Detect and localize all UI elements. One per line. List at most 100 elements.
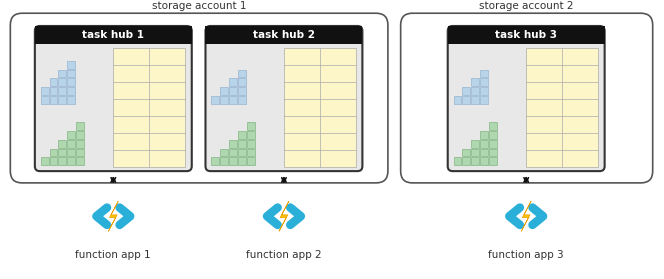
- Text: function app 3: function app 3: [488, 250, 564, 259]
- Bar: [238, 70, 246, 78]
- Bar: [229, 87, 237, 95]
- Bar: [526, 47, 598, 167]
- Bar: [238, 96, 246, 104]
- Bar: [35, 26, 192, 44]
- Bar: [229, 148, 237, 157]
- Bar: [471, 96, 479, 104]
- Bar: [229, 96, 237, 104]
- Bar: [238, 148, 246, 157]
- Bar: [41, 96, 48, 104]
- FancyBboxPatch shape: [35, 26, 192, 171]
- Bar: [76, 122, 84, 130]
- Bar: [58, 157, 66, 165]
- Bar: [471, 140, 479, 148]
- Bar: [58, 140, 66, 148]
- Bar: [238, 131, 246, 139]
- Bar: [220, 96, 228, 104]
- Bar: [58, 148, 66, 157]
- Bar: [247, 122, 254, 130]
- Bar: [462, 87, 470, 95]
- Bar: [67, 87, 75, 95]
- Bar: [247, 140, 254, 148]
- Bar: [114, 47, 185, 167]
- Bar: [67, 140, 75, 148]
- Bar: [41, 157, 48, 165]
- Bar: [76, 140, 84, 148]
- FancyBboxPatch shape: [205, 26, 363, 171]
- Bar: [480, 131, 488, 139]
- Bar: [76, 157, 84, 165]
- Bar: [67, 70, 75, 78]
- Bar: [58, 78, 66, 86]
- Bar: [41, 87, 48, 95]
- Polygon shape: [521, 201, 531, 231]
- Bar: [247, 131, 254, 139]
- Bar: [238, 140, 246, 148]
- Bar: [205, 26, 363, 44]
- Bar: [471, 78, 479, 86]
- Bar: [58, 87, 66, 95]
- Bar: [454, 96, 461, 104]
- Bar: [462, 157, 470, 165]
- Bar: [247, 148, 254, 157]
- Bar: [480, 78, 488, 86]
- Text: task hub 2: task hub 2: [253, 30, 315, 40]
- Bar: [238, 157, 246, 165]
- Bar: [489, 148, 497, 157]
- Bar: [220, 87, 228, 95]
- Bar: [471, 148, 479, 157]
- Bar: [67, 61, 75, 69]
- Bar: [480, 140, 488, 148]
- Text: task hub 3: task hub 3: [495, 30, 557, 40]
- FancyBboxPatch shape: [400, 13, 653, 183]
- Bar: [211, 96, 219, 104]
- Bar: [220, 148, 228, 157]
- Bar: [448, 26, 605, 44]
- Text: storage account 1: storage account 1: [152, 1, 246, 11]
- Bar: [229, 140, 237, 148]
- Bar: [489, 140, 497, 148]
- Text: function app 2: function app 2: [246, 250, 322, 259]
- Bar: [76, 131, 84, 139]
- Bar: [67, 96, 75, 104]
- Bar: [67, 148, 75, 157]
- Bar: [58, 70, 66, 78]
- Bar: [50, 78, 57, 86]
- Bar: [480, 96, 488, 104]
- Bar: [238, 87, 246, 95]
- Bar: [67, 157, 75, 165]
- Bar: [229, 157, 237, 165]
- Text: storage account 2: storage account 2: [479, 1, 574, 11]
- Bar: [471, 157, 479, 165]
- Polygon shape: [108, 201, 118, 231]
- Polygon shape: [279, 201, 289, 231]
- Bar: [58, 96, 66, 104]
- Bar: [480, 157, 488, 165]
- Bar: [462, 148, 470, 157]
- Text: task hub 1: task hub 1: [82, 30, 144, 40]
- FancyBboxPatch shape: [448, 26, 605, 171]
- Bar: [220, 157, 228, 165]
- Bar: [50, 157, 57, 165]
- Bar: [67, 78, 75, 86]
- Bar: [284, 47, 356, 167]
- Bar: [50, 96, 57, 104]
- Bar: [480, 148, 488, 157]
- Bar: [471, 87, 479, 95]
- Bar: [480, 87, 488, 95]
- FancyBboxPatch shape: [11, 13, 388, 183]
- Bar: [247, 157, 254, 165]
- Bar: [480, 70, 488, 78]
- Bar: [489, 122, 497, 130]
- Bar: [211, 157, 219, 165]
- Bar: [229, 78, 237, 86]
- Bar: [462, 96, 470, 104]
- Bar: [489, 131, 497, 139]
- Bar: [454, 157, 461, 165]
- Bar: [67, 131, 75, 139]
- Bar: [50, 87, 57, 95]
- Bar: [76, 148, 84, 157]
- Text: function app 1: function app 1: [76, 250, 151, 259]
- Bar: [238, 78, 246, 86]
- Bar: [489, 157, 497, 165]
